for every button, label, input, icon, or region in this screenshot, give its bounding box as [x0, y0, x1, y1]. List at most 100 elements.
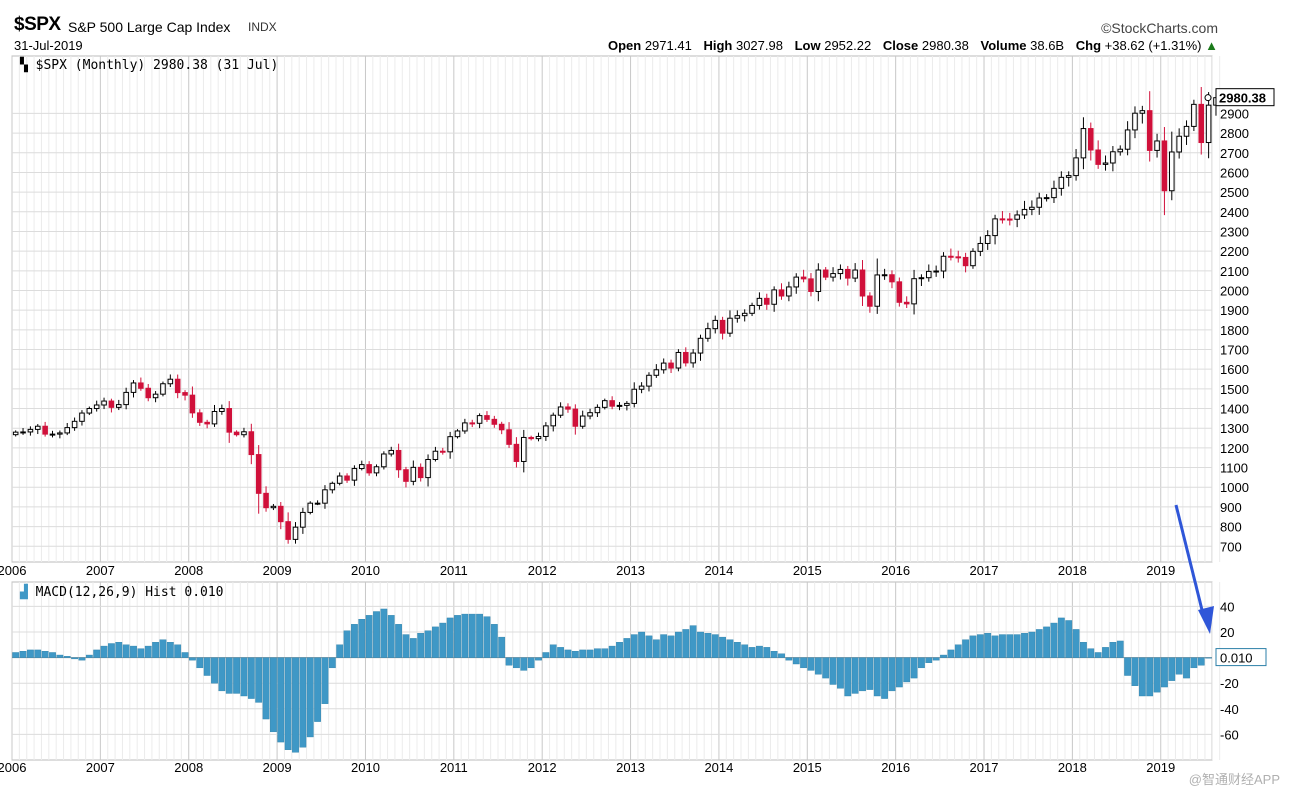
candle-body	[675, 351, 682, 369]
macd-x-tick-label: 2008	[174, 760, 203, 775]
candle-body	[211, 410, 218, 425]
macd-hist-bar	[888, 657, 896, 692]
price-tick-label: 2700	[1220, 146, 1249, 161]
candle-body	[683, 351, 689, 364]
candle-body	[653, 369, 660, 376]
candle-body	[631, 388, 638, 404]
macd-hist-bar	[1080, 642, 1087, 658]
macd-hist-bar	[623, 638, 631, 658]
macd-hist-bar	[925, 657, 933, 663]
price-x-tick-label: 2015	[793, 563, 822, 578]
macd-hist-bar	[432, 626, 439, 658]
candle-body	[1161, 140, 1168, 192]
macd-tick-label: -20	[1220, 676, 1239, 691]
candle-body	[498, 423, 505, 431]
annotation-arrow-head	[1198, 606, 1214, 634]
candle-body	[403, 469, 409, 482]
macd-hist-bar	[409, 638, 417, 658]
candle-body	[226, 408, 233, 433]
candle-body	[86, 408, 93, 414]
macd-hist-bar	[601, 648, 609, 658]
candle-body	[881, 274, 888, 277]
macd-hist-bar	[1043, 626, 1050, 658]
candle-body	[926, 270, 932, 279]
macd-hist-bar	[778, 653, 785, 658]
candle-body	[940, 255, 947, 272]
macd-hist-bar	[741, 644, 749, 658]
candle-body	[115, 404, 122, 408]
candle-body	[1058, 176, 1065, 189]
macd-hist-bar	[594, 648, 601, 658]
macd-hist-bar	[792, 657, 800, 665]
macd-hist-bar	[1197, 657, 1205, 666]
macd-hist-bar	[365, 615, 373, 658]
macd-hist-bar	[483, 616, 491, 658]
macd-hist-bar	[34, 649, 42, 658]
macd-hist-bar	[542, 652, 550, 658]
candle-body	[646, 374, 652, 387]
macd-hist-bar	[1072, 629, 1080, 658]
macd-hist-bar	[785, 657, 793, 661]
low-value: 2952.22	[824, 38, 872, 53]
macd-hist-bar	[844, 657, 852, 697]
macd-hist-bar	[873, 657, 881, 697]
candle-body	[1124, 129, 1131, 150]
candle-body	[764, 297, 770, 305]
macd-hist-bar	[328, 657, 336, 669]
candle-body	[587, 412, 593, 417]
candle-body	[911, 278, 917, 305]
macd-hist-bar	[1087, 648, 1095, 658]
candle-body	[71, 420, 78, 429]
macd-hist-bar	[476, 613, 483, 658]
candle-body	[1205, 104, 1212, 144]
candle-body	[27, 428, 34, 433]
macd-hist-bar	[454, 615, 461, 658]
candle-body	[1080, 128, 1087, 159]
price-panel-frame	[11, 55, 1213, 563]
price-x-tick-label: 2008	[174, 563, 203, 578]
macd-hist-bar	[358, 619, 366, 658]
candle-body	[255, 454, 262, 494]
macd-hist-bar	[837, 657, 844, 689]
candle-body	[1051, 187, 1057, 199]
candle-body	[358, 464, 365, 470]
candle-body	[808, 278, 814, 292]
macd-hist-bar	[1161, 657, 1168, 688]
price-x-tick-label: 2014	[704, 563, 733, 578]
candle-body	[830, 273, 836, 278]
macd-hist-bar	[947, 649, 955, 658]
price-tick-label: 1500	[1220, 382, 1249, 397]
volume-value: 38.6B	[1030, 38, 1065, 53]
macd-hist-bar	[1138, 657, 1146, 697]
candle-body	[425, 458, 431, 479]
candle-body	[1029, 206, 1035, 210]
macd-hist-bar	[748, 647, 756, 658]
candle-body	[1183, 125, 1190, 137]
histogram-icon: ▟	[20, 585, 28, 600]
macd-x-tick-label: 2015	[793, 760, 822, 775]
macd-tick-label: -60	[1220, 727, 1239, 742]
price-x-tick-label: 2011	[440, 563, 468, 578]
macd-hist-bar	[233, 657, 240, 694]
candle-body	[241, 431, 247, 436]
candle-body	[93, 404, 100, 410]
volume-label: Volume	[980, 38, 1027, 53]
macd-hist-bar	[63, 656, 71, 658]
macd-hist-bar	[255, 657, 263, 703]
candle-body	[977, 242, 984, 252]
macd-hist-bar	[940, 654, 947, 658]
macd-hist-bar	[726, 639, 734, 658]
candle-icon: ▚	[20, 58, 28, 73]
macd-last-value-box	[1215, 648, 1267, 667]
macd-hist-bar	[667, 635, 675, 658]
candle-body	[439, 450, 446, 453]
macd-hist-bar	[756, 645, 763, 658]
macd-x-tick-label: 2018	[1058, 760, 1087, 775]
candle-body	[1117, 148, 1124, 153]
candle-body	[263, 492, 269, 509]
candle-body	[852, 269, 858, 279]
macd-hist-bar	[535, 657, 542, 661]
candle-body	[145, 387, 152, 399]
chg-value: +38.62 (+1.31%)	[1104, 38, 1202, 53]
index-name: S&P 500 Large Cap Index	[68, 19, 231, 35]
